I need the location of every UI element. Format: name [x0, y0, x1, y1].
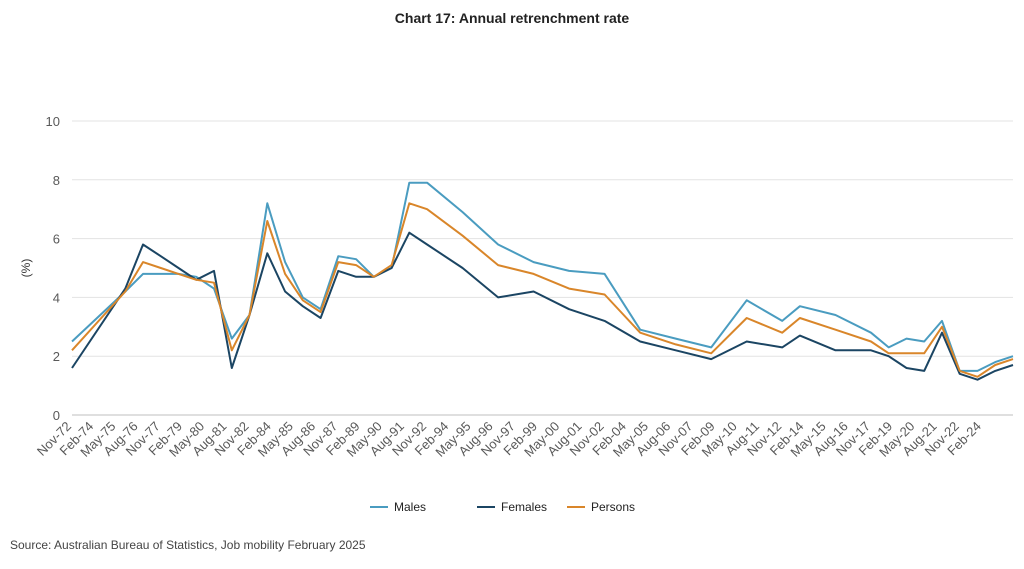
- legend-item-males[interactable]: Males: [370, 500, 426, 514]
- y-tick-label: 6: [53, 232, 60, 247]
- y-axis-ticks: 0 2 4 6 8 10: [46, 114, 60, 423]
- source-note: Source: Australian Bureau of Statistics,…: [10, 538, 366, 552]
- y-tick-label: 2: [53, 349, 60, 364]
- y-axis-label: (%): [19, 259, 33, 278]
- legend[interactable]: Males Females Persons: [370, 500, 635, 514]
- legend-label: Persons: [591, 500, 635, 514]
- series-line-persons: [71, 202, 1014, 378]
- series-line-females: [71, 231, 1014, 381]
- y-tick-label: 4: [53, 290, 60, 305]
- legend-item-persons[interactable]: Persons: [567, 500, 635, 514]
- legend-item-females[interactable]: Females: [477, 500, 547, 514]
- series-lines: [71, 181, 1014, 381]
- y-tick-label: 0: [53, 408, 60, 423]
- legend-label: Males: [394, 500, 426, 514]
- y-tick-label: 8: [53, 173, 60, 188]
- legend-label: Females: [501, 500, 547, 514]
- chart-title: Chart 17: Annual retrenchment rate: [394, 10, 630, 26]
- y-tick-label: 10: [46, 114, 60, 129]
- gridlines: [72, 120, 1013, 357]
- x-axis-ticks: Nov-72Feb-74May-75Aug-76Nov-77Feb-79May-…: [34, 419, 984, 460]
